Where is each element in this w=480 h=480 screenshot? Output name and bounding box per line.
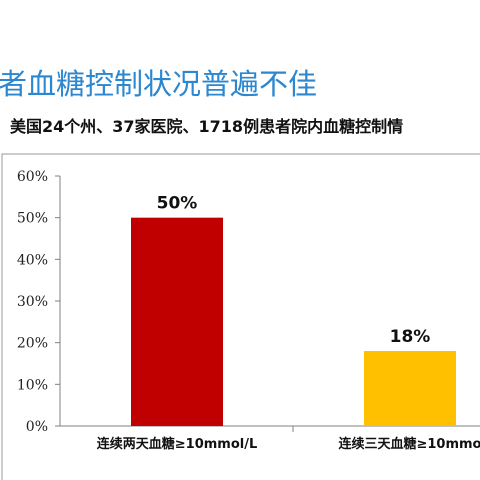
bar	[131, 217, 223, 426]
chart-frame	[1, 153, 480, 480]
bar-data-label: 18%	[390, 327, 431, 347]
y-tick-label: 60%	[17, 169, 48, 185]
x-category-label: 连续三天血糖≥10mmo	[338, 436, 480, 452]
x-category-label: 连续两天血糖≥10mmol/L	[97, 436, 258, 452]
chart-area: 0% 10% 20% 30% 40% 50% 60% 50% 连续两天血糖≥10mmol/L 18…	[0, 152, 480, 480]
y-tick-label: 0%	[26, 419, 48, 435]
y-tick-label: 20%	[17, 336, 48, 352]
bar	[364, 351, 456, 426]
y-tick-label: 40%	[17, 252, 48, 268]
slide-subtitle: 美国24个州、37家医院、1718例患者院内血糖控制情	[10, 117, 404, 136]
bar-chart: 0% 10% 20% 30% 40% 50% 60% 50% 连续两天血糖≥10mmol/L 18…	[1, 153, 480, 480]
y-tick-label: 10%	[17, 377, 48, 393]
y-tick-label: 50%	[17, 211, 48, 227]
y-tick-label: 30%	[17, 294, 48, 310]
bar-data-label: 50%	[157, 194, 198, 214]
slide-title: 者血糖控制状况普遍不佳	[0, 67, 318, 101]
